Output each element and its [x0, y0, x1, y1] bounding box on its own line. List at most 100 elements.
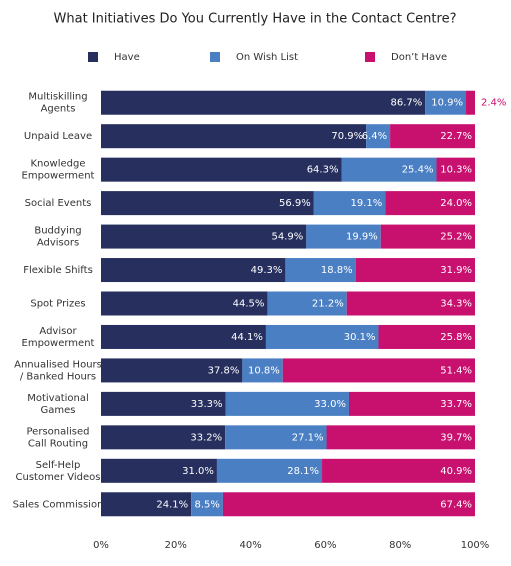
bar-segment: [101, 391, 226, 416]
x-tick-label: 40%: [239, 540, 261, 551]
bar-segment: [322, 458, 475, 483]
bar-segment: [101, 90, 426, 115]
y-tick-label: Advisor Empowerment: [22, 326, 95, 349]
x-tick-label: 0%: [93, 540, 109, 551]
value-label: 31.9%: [440, 265, 472, 276]
value-label: 24.0%: [440, 198, 472, 209]
bar-segment: [222, 492, 475, 517]
bar-segment: [390, 124, 475, 149]
value-label: 10.9%: [431, 98, 463, 109]
legend-label: Don’t Have: [391, 52, 447, 63]
bar-segment: [436, 157, 475, 182]
bar-segment: [355, 258, 475, 283]
y-tick-label: Flexible Shifts: [23, 265, 93, 276]
value-label: 2.4%: [481, 98, 506, 109]
value-label: 56.9%: [279, 198, 311, 209]
value-label: 44.5%: [233, 299, 265, 310]
bar-segment: [282, 358, 475, 383]
value-label: 6.4%: [362, 131, 387, 142]
y-tick-label: Self-Help Customer Videos: [16, 460, 101, 483]
value-label: 39.7%: [440, 432, 472, 443]
x-tick-label: 20%: [165, 540, 187, 551]
bar-segment: [385, 191, 475, 216]
value-label: 40.9%: [440, 466, 472, 477]
legend-swatch: [210, 52, 220, 62]
legend-swatch: [88, 52, 98, 62]
value-label: 44.1%: [231, 332, 263, 343]
y-tick-label: Knowledge Empowerment: [22, 159, 95, 182]
bar-segment: [216, 458, 323, 483]
y-tick-label: Personalised Call Routing: [27, 426, 90, 449]
bar-segment: [313, 191, 386, 216]
y-tick-label: Buddying Advisors: [34, 226, 81, 249]
value-label: 33.0%: [314, 399, 346, 410]
bar-segment: [306, 224, 381, 249]
bar-segment: [101, 258, 286, 283]
value-label: 67.4%: [440, 499, 472, 510]
value-label: 70.9%: [331, 131, 363, 142]
value-label: 27.1%: [292, 432, 324, 443]
value-label: 64.3%: [307, 165, 339, 176]
chart-title: What Initiatives Do You Currently Have i…: [54, 12, 457, 27]
legend-label: Have: [114, 52, 140, 63]
legend-label: On Wish List: [236, 52, 298, 63]
bar-segment: [101, 458, 217, 483]
value-label: 10.3%: [440, 165, 472, 176]
bar-segment: [242, 358, 283, 383]
value-label: 25.8%: [440, 332, 472, 343]
value-label: 33.3%: [191, 399, 223, 410]
value-label: 8.5%: [195, 499, 220, 510]
y-tick-label: Spot Prizes: [30, 299, 85, 310]
legend-swatch: [365, 52, 375, 62]
bar-segment: [425, 90, 467, 115]
value-label: 25.4%: [402, 165, 434, 176]
bar-segment: [225, 425, 327, 450]
bar-segment: [101, 358, 243, 383]
value-label: 30.1%: [344, 332, 376, 343]
bar-segment: [346, 291, 475, 316]
value-label: 25.2%: [440, 232, 472, 243]
bar-segment: [366, 124, 391, 149]
value-label: 19.9%: [346, 232, 378, 243]
value-label: 37.8%: [208, 365, 240, 376]
bar-segment: [101, 191, 314, 216]
y-tick-label: Motivational Games: [27, 393, 89, 416]
bar-segment: [101, 291, 268, 316]
value-label: 28.1%: [287, 466, 319, 477]
value-label: 54.9%: [272, 232, 304, 243]
value-label: 22.7%: [440, 131, 472, 142]
bar-segment: [267, 291, 347, 316]
bar-segment: [265, 324, 379, 349]
bar-segment: [191, 492, 223, 517]
bar-segment: [225, 391, 349, 416]
value-label: 33.2%: [190, 432, 222, 443]
y-tick-label: Annualised Hours / Banked Hours: [14, 359, 102, 382]
value-label: 33.7%: [440, 399, 472, 410]
y-tick-label: Unpaid Leave: [24, 131, 92, 142]
bar-segment: [380, 224, 475, 249]
bar-segment: [341, 157, 437, 182]
x-tick-label: 60%: [314, 540, 336, 551]
value-label: 21.2%: [312, 299, 344, 310]
bar-segment: [101, 157, 342, 182]
bar-segment: [285, 258, 356, 283]
value-label: 18.8%: [321, 265, 353, 276]
value-label: 24.1%: [156, 499, 188, 510]
value-label: 31.0%: [182, 466, 214, 477]
bar-segment: [378, 324, 475, 349]
value-label: 19.1%: [350, 198, 382, 209]
x-tick-label: 100%: [461, 540, 490, 551]
value-label: 10.8%: [248, 365, 280, 376]
y-tick-label: Social Events: [25, 198, 92, 209]
bar-segment: [326, 425, 475, 450]
x-tick-label: 80%: [389, 540, 411, 551]
bar-segment: [466, 90, 475, 115]
value-label: 51.4%: [440, 365, 472, 376]
bar-segment: [101, 124, 367, 149]
y-tick-label: Sales Commission: [13, 499, 104, 510]
bar-segment: [101, 224, 307, 249]
value-label: 86.7%: [390, 98, 422, 109]
bar-segment: [101, 492, 192, 517]
value-label: 34.3%: [440, 299, 472, 310]
